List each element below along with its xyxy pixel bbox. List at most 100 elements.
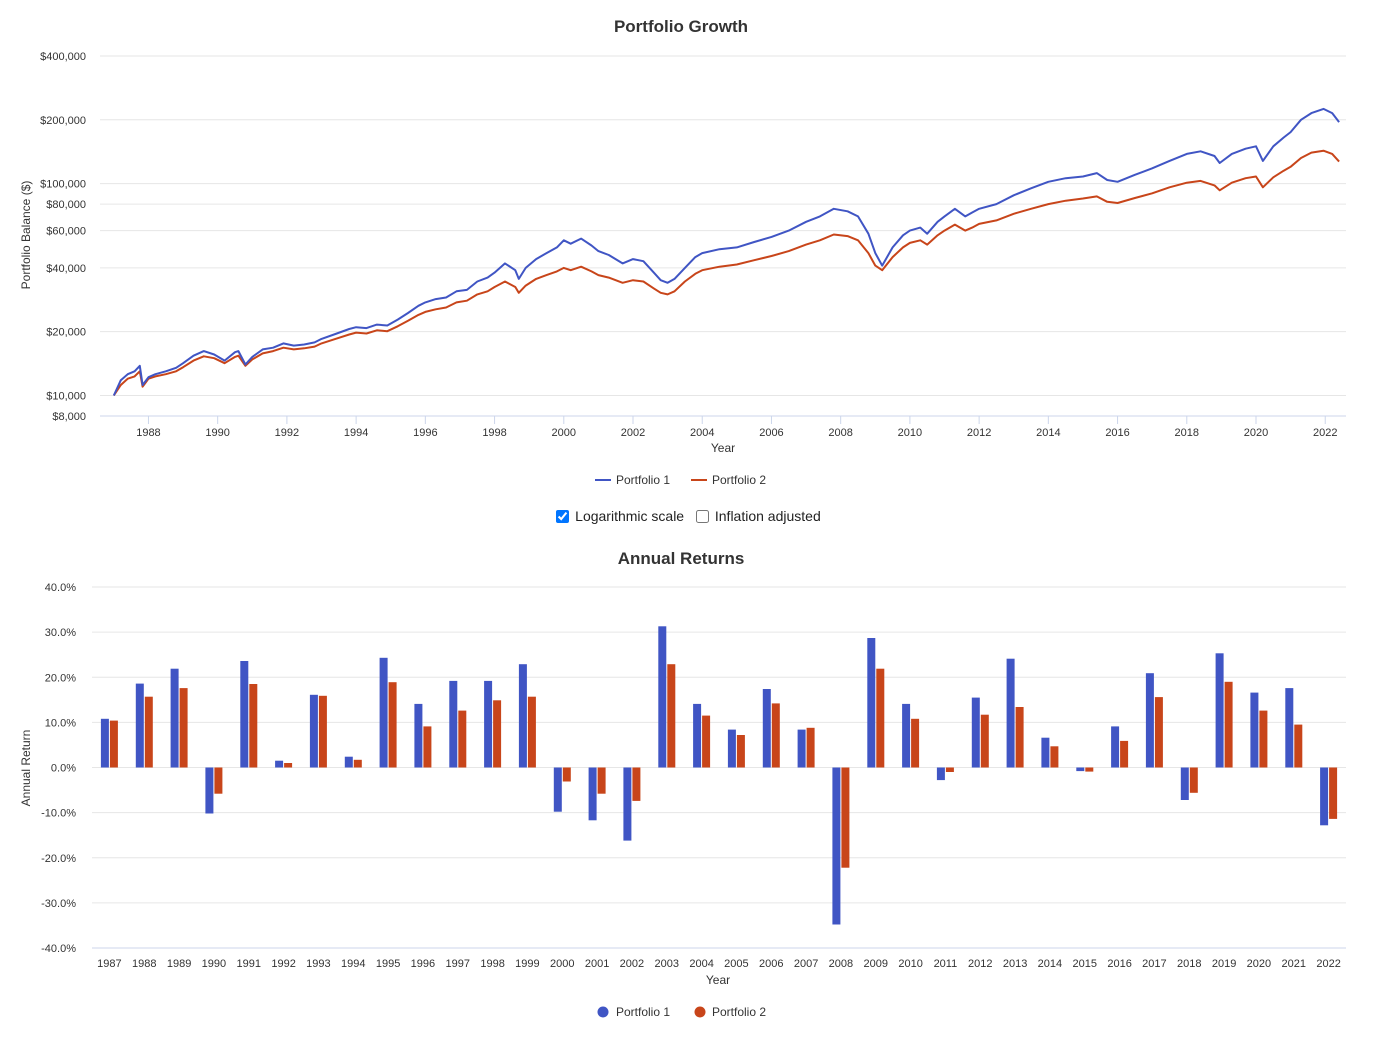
bar-portfolio-2[interactable] <box>1050 746 1059 768</box>
log-scale-option[interactable]: Logarithmic scale <box>556 508 688 524</box>
bar-portfolio-1[interactable] <box>379 657 388 768</box>
bar-portfolio-1[interactable] <box>936 767 945 781</box>
legend-label-portfolio-1[interactable]: Portfolio 1 <box>616 473 670 487</box>
legend-label-portfolio-1[interactable]: Portfolio 1 <box>616 1005 670 1019</box>
bar-portfolio-1[interactable] <box>100 718 109 768</box>
returns-x-tick: 2022 <box>1316 958 1340 970</box>
bar-portfolio-1[interactable] <box>727 729 736 768</box>
bar-portfolio-1[interactable] <box>414 703 423 768</box>
bar-portfolio-2[interactable] <box>562 767 571 782</box>
legend-label-portfolio-2[interactable]: Portfolio 2 <box>712 473 766 487</box>
bar-portfolio-2[interactable] <box>249 684 258 768</box>
legend-dot-portfolio-1[interactable] <box>597 1006 609 1018</box>
bar-portfolio-1[interactable] <box>588 767 597 821</box>
bar-portfolio-2[interactable] <box>144 696 153 768</box>
returns-x-tick: 1993 <box>306 958 330 970</box>
bar-portfolio-2[interactable] <box>1259 710 1268 768</box>
bar-portfolio-2[interactable] <box>876 668 885 768</box>
bar-portfolio-2[interactable] <box>980 714 989 768</box>
bar-portfolio-2[interactable] <box>458 710 467 768</box>
bar-portfolio-1[interactable] <box>344 756 353 768</box>
bar-portfolio-1[interactable] <box>1320 767 1329 826</box>
bar-portfolio-1[interactable] <box>762 689 771 768</box>
bar-portfolio-2[interactable] <box>284 763 293 768</box>
inflation-option[interactable]: Inflation adjusted <box>695 508 821 524</box>
bar-portfolio-2[interactable] <box>945 767 954 773</box>
returns-legend[interactable]: Portfolio 1 Portfolio 2 <box>597 1005 767 1019</box>
bar-portfolio-1[interactable] <box>1006 658 1015 768</box>
bar-portfolio-1[interactable] <box>553 767 562 812</box>
returns-x-tick: 2011 <box>934 958 958 970</box>
returns-x-tick: 2016 <box>1107 958 1131 970</box>
growth-legend[interactable]: Portfolio 1 Portfolio 2 <box>595 473 766 487</box>
growth-gridlines <box>100 55 1346 417</box>
bar-portfolio-1[interactable] <box>1145 673 1154 768</box>
bar-portfolio-2[interactable] <box>841 767 850 868</box>
bar-portfolio-1[interactable] <box>1215 653 1224 768</box>
bar-portfolio-2[interactable] <box>353 759 362 768</box>
bar-portfolio-2[interactable] <box>597 767 606 794</box>
bar-portfolio-1[interactable] <box>205 767 214 814</box>
bar-portfolio-2[interactable] <box>1085 767 1094 772</box>
bar-portfolio-1[interactable] <box>240 661 249 768</box>
bar-portfolio-1[interactable] <box>797 729 806 768</box>
bar-portfolio-2[interactable] <box>1224 681 1233 768</box>
bar-portfolio-2[interactable] <box>1154 697 1163 768</box>
bar-portfolio-2[interactable] <box>179 688 188 768</box>
bar-portfolio-1[interactable] <box>623 767 632 841</box>
bar-portfolio-1[interactable] <box>135 683 144 768</box>
bar-portfolio-1[interactable] <box>1041 737 1050 768</box>
bar-portfolio-2[interactable] <box>388 682 397 768</box>
bar-portfolio-1[interactable] <box>658 626 667 768</box>
returns-y-tick-labels: -40.0% -30.0% -20.0% -10.0% 0.0% 10.0% 20.0% 30… <box>41 582 76 955</box>
returns-x-tick: 2001 <box>585 958 609 970</box>
bar-portfolio-2[interactable] <box>667 664 676 768</box>
returns-y-tick: -10.0% <box>41 808 76 820</box>
bar-portfolio-1[interactable] <box>971 697 980 768</box>
bar-portfolio-2[interactable] <box>771 703 780 768</box>
bar-portfolio-2[interactable] <box>806 727 815 768</box>
log-scale-checkbox[interactable] <box>556 510 570 523</box>
bar-portfolio-2[interactable] <box>1294 724 1303 768</box>
growth-x-tick: 1996 <box>413 427 437 439</box>
bar-portfolio-2[interactable] <box>632 767 641 801</box>
bar-portfolio-1[interactable] <box>1250 692 1259 768</box>
bar-portfolio-1[interactable] <box>484 680 493 768</box>
bar-portfolio-1[interactable] <box>1180 767 1189 801</box>
bar-portfolio-2[interactable] <box>1015 707 1024 768</box>
bar-portfolio-2[interactable] <box>1120 740 1129 768</box>
bar-portfolio-1[interactable] <box>1285 688 1294 768</box>
bar-portfolio-1[interactable] <box>1111 726 1120 768</box>
chart-options: Logarithmic scale Inflation adjusted <box>0 508 1377 524</box>
growth-x-tick: 1998 <box>482 427 506 439</box>
bar-portfolio-1[interactable] <box>170 668 179 768</box>
legend-dot-portfolio-2[interactable] <box>694 1006 706 1018</box>
bar-portfolio-2[interactable] <box>702 715 711 768</box>
bar-portfolio-2[interactable] <box>1189 767 1198 793</box>
bar-portfolio-1[interactable] <box>309 694 318 768</box>
bar-portfolio-2[interactable] <box>214 767 223 794</box>
bar-portfolio-2[interactable] <box>493 700 502 768</box>
bar-portfolio-1[interactable] <box>902 703 911 768</box>
growth-line-portfolio-1[interactable] <box>112 107 1340 396</box>
bar-portfolio-2[interactable] <box>1329 767 1338 819</box>
legend-label-portfolio-2[interactable]: Portfolio 2 <box>712 1005 766 1019</box>
bar-portfolio-1[interactable] <box>449 680 458 768</box>
bar-portfolio-1[interactable] <box>1076 767 1085 772</box>
bar-portfolio-1[interactable] <box>518 664 527 768</box>
bar-portfolio-1[interactable] <box>275 760 284 768</box>
inflation-adjusted-checkbox[interactable] <box>695 510 709 523</box>
bar-portfolio-2[interactable] <box>527 696 536 768</box>
bar-portfolio-2[interactable] <box>911 718 920 768</box>
growth-x-tick: 2002 <box>621 427 645 439</box>
growth-line-portfolio-2[interactable] <box>112 149 1340 397</box>
bar-portfolio-1[interactable] <box>832 767 841 925</box>
returns-x-tick: 2007 <box>794 958 818 970</box>
bar-portfolio-1[interactable] <box>867 638 876 768</box>
bar-portfolio-2[interactable] <box>423 726 432 768</box>
bar-portfolio-2[interactable] <box>736 735 745 768</box>
bar-portfolio-1[interactable] <box>693 703 702 768</box>
bar-portfolio-2[interactable] <box>318 695 327 768</box>
returns-x-tick-labels: 1987 1988 1989 1990 1991 1992 1993 1994 1995 1996… <box>97 958 1341 970</box>
bar-portfolio-2[interactable] <box>109 720 118 768</box>
